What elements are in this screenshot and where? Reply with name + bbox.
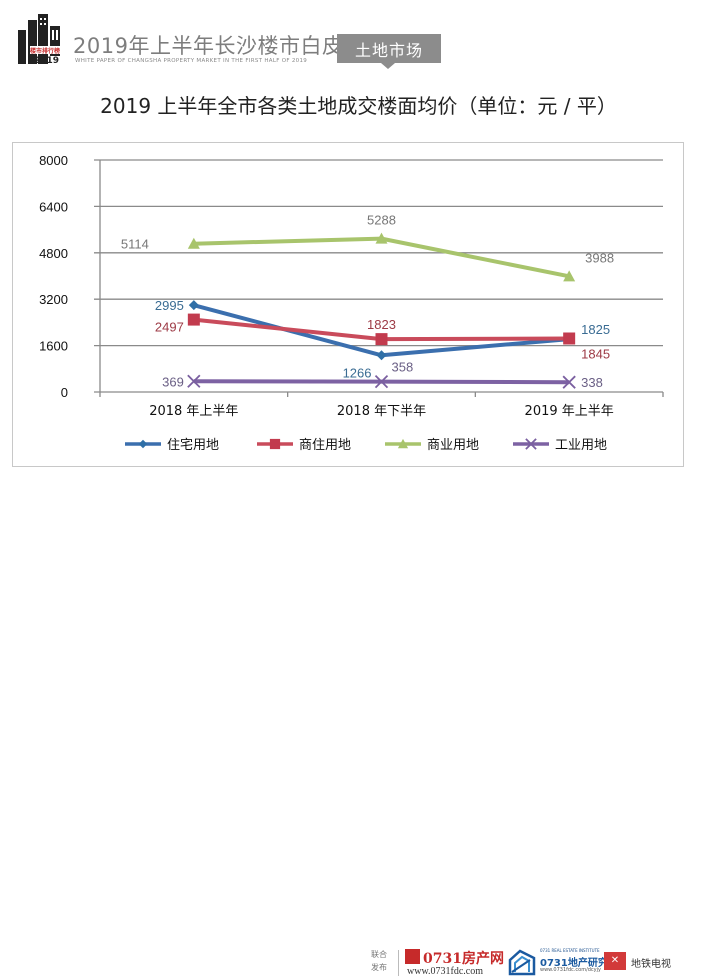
legend-label: 商业用地 — [427, 438, 479, 453]
data-label: 5114 — [121, 237, 149, 252]
y-tick-label: 3200 — [39, 292, 68, 307]
data-label: 1845 — [581, 346, 610, 361]
gridlines — [94, 159, 663, 393]
section-tag: 土地市场 — [337, 34, 441, 69]
house-logo-icon — [405, 949, 420, 964]
institute-logo-icon — [508, 949, 536, 976]
data-label: 1825 — [581, 322, 610, 337]
chart-frame — [12, 142, 684, 467]
header: 楼市排行榜 2019 2019年上半年长沙楼市白皮书 WHITE PAPER O… — [0, 0, 717, 75]
brand1-name: 0731房产网 — [423, 951, 504, 967]
diamond-marker — [138, 439, 148, 449]
x-tick-label: 2019 年上半年 — [525, 404, 614, 419]
legend-label: 工业用地 — [555, 438, 607, 453]
y-tick-label: 0 — [61, 385, 68, 400]
legend-item: 住宅用地 — [125, 438, 219, 453]
data-label: 5288 — [367, 213, 396, 228]
x-tick-label: 2018 年下半年 — [337, 404, 426, 419]
chart-title: 2019 上半年全市各类土地成交楼面均价（单位：元 / 平） — [100, 94, 617, 118]
legend-item: 工业用地 — [513, 438, 607, 453]
data-label: 1823 — [367, 317, 396, 332]
square-marker — [563, 332, 576, 345]
divider — [398, 950, 399, 976]
triangle-marker — [397, 438, 409, 449]
logo-year: 2019 — [34, 56, 60, 66]
legend-item: 商住用地 — [257, 438, 351, 453]
y-tick-label: 1600 — [39, 339, 68, 354]
data-label: 369 — [162, 374, 184, 389]
x-tick-label: 2018 年上半年 — [149, 404, 238, 419]
data-label: 2497 — [155, 320, 184, 335]
x-marker-stroke — [374, 374, 389, 389]
y-tick-label: 4800 — [39, 246, 68, 261]
x-tick-labels: 2018 年上半年 2018 年下半年 2019 年上半年 — [149, 404, 614, 419]
y-tick-label: 8000 — [39, 153, 68, 168]
x-marker-stroke — [525, 438, 537, 450]
x-marker — [187, 374, 201, 388]
joint-label-1: 联合 — [371, 950, 387, 959]
series-markers — [187, 232, 576, 389]
series-lines — [193, 236, 570, 385]
x-marker — [374, 374, 389, 389]
square-marker — [269, 438, 281, 450]
square-marker — [375, 333, 388, 346]
metro-tv-logo-icon: ✕ — [604, 952, 626, 970]
y-tick-label: 6400 — [39, 199, 68, 214]
joint-label-2: 发布 — [371, 963, 387, 972]
data-label: 338 — [581, 375, 603, 390]
x-marker — [562, 375, 576, 389]
brand3-name: 地铁电视 — [631, 959, 671, 970]
logo-text: 楼市排行榜 — [30, 48, 61, 55]
legend-label: 商住用地 — [299, 438, 351, 453]
brand1-url: www.0731fdc.com — [407, 966, 484, 977]
logo-buildings-icon — [18, 14, 64, 64]
square-marker — [187, 313, 200, 326]
joint-publish-label: 联合 发布 — [371, 948, 391, 974]
data-label: 358 — [392, 360, 414, 375]
triangle-marker — [563, 270, 576, 282]
y-tick-labels: 0 1600 3200 4800 6400 8000 — [39, 153, 68, 400]
data-label: 3988 — [585, 250, 614, 265]
x-marker-stroke — [562, 375, 576, 389]
triangle-marker — [187, 237, 200, 249]
legend-label: 住宅用地 — [167, 438, 219, 453]
diamond-marker — [188, 300, 199, 311]
brand2-url: www.0731fdc.com/dcyjy — [540, 967, 601, 973]
line-chart: 0 1600 3200 4800 6400 8000 2018 年上半年 2018 年下半年… — [39, 153, 664, 453]
footer: 联合 发布 0731房产网 www.0731fdc.com 0731 REAL … — [0, 470, 717, 977]
report-title: 2019年上半年长沙楼市白皮书 — [73, 34, 365, 58]
series-line-2 — [193, 236, 570, 279]
data-label: 1266 — [343, 365, 372, 380]
axes — [99, 160, 664, 397]
report-subtitle: WHITE PAPER OF CHANGSHA PROPERTY MARKET … — [75, 58, 308, 64]
x-marker — [525, 438, 537, 450]
legend-item: 商业用地 — [385, 438, 479, 453]
legend: 住宅用地 商住用地 商业用地 工业用地 — [125, 438, 607, 453]
data-label: 2995 — [155, 298, 184, 313]
data-labels: 369 358 338 5114 5288 3988 2995 1266 1825 2497 182… — [121, 213, 614, 391]
triangle-marker — [375, 232, 388, 244]
x-marker-stroke — [187, 374, 201, 388]
brand2-english: 0731 REAL ESTATE INSTITUTE — [540, 948, 600, 953]
diamond-marker — [376, 350, 387, 361]
